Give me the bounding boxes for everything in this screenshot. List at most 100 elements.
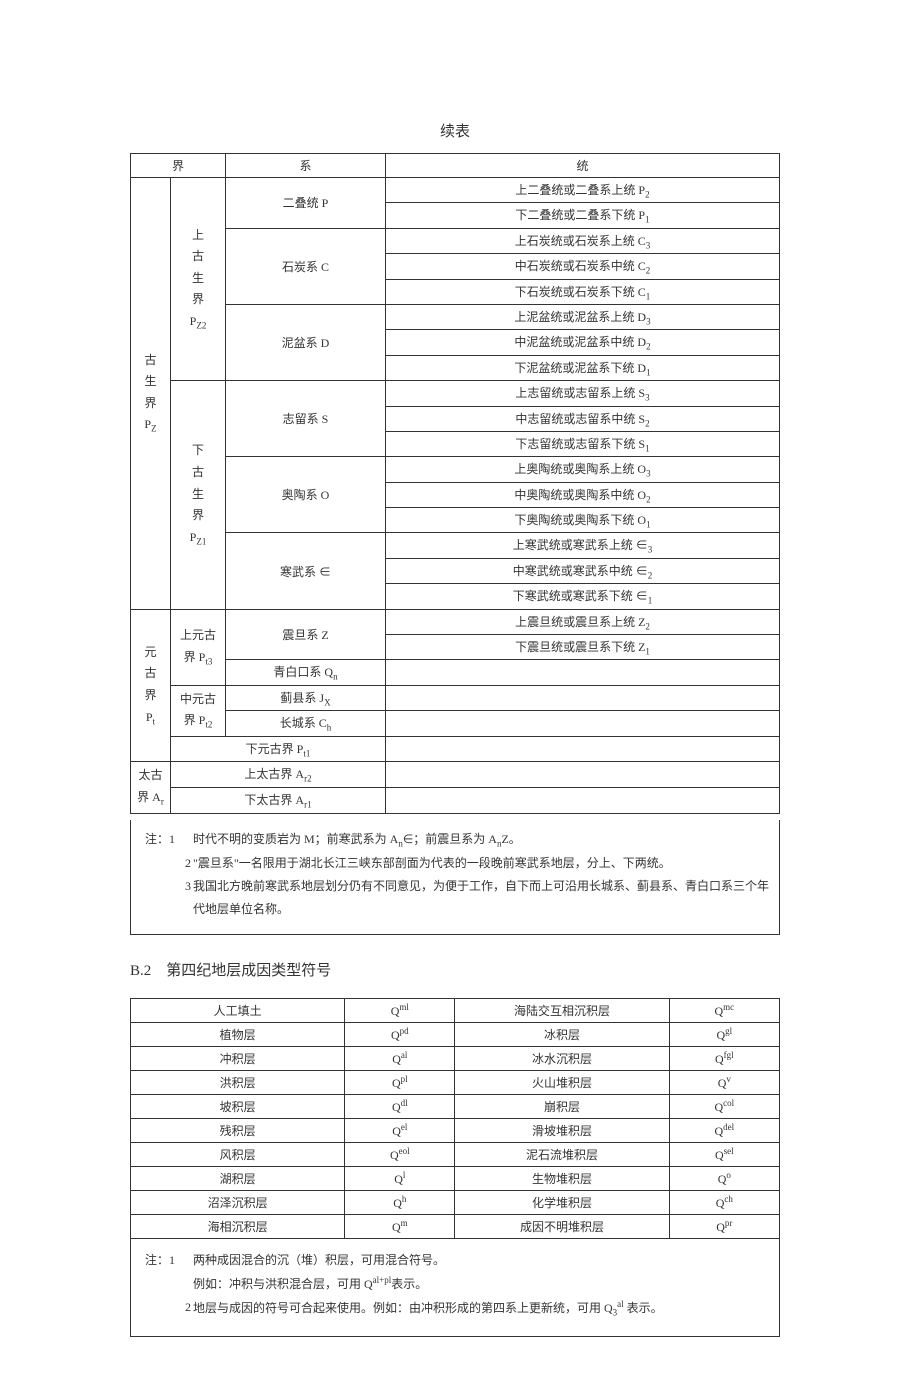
changcheng-system: 长城系 Ch: [226, 711, 386, 737]
table-cell: Qm: [345, 1215, 455, 1239]
t2-note1b: 例如：冲积与洪积混合层，可用 Qal+pl表示。: [193, 1272, 773, 1296]
archean-era: 太古界 Ar: [131, 762, 171, 813]
permian-lower: 下二叠统或二叠系下统 P1: [386, 203, 780, 228]
table-cell: 化学堆积层: [455, 1191, 669, 1215]
carbon-middle: 中石炭统或石炭系中统 C2: [386, 254, 780, 279]
table-cell: 冰积层: [455, 1023, 669, 1047]
table-cell: Qv: [669, 1071, 779, 1095]
t2-note1a: 两种成因混合的沉（堆）积层，可用混合符号。: [193, 1249, 773, 1272]
note2-label: 注：: [145, 1253, 169, 1267]
table-row: 人工填土Qml海陆交互相沉积层Qmc: [131, 999, 780, 1023]
sinian-system: 震旦系 Z: [226, 609, 386, 660]
table-cell: Qgl: [669, 1023, 779, 1047]
note-label: 注：: [145, 832, 169, 846]
table-cell: Qdl: [345, 1095, 455, 1119]
table-cell: 湖积层: [131, 1167, 345, 1191]
table-row: 残积层Qel滑坡堆积层Qdel: [131, 1119, 780, 1143]
table-cell: Qeol: [345, 1143, 455, 1167]
table-row: 沼泽沉积层Qh化学堆积层Qch: [131, 1191, 780, 1215]
table-cell: Qpd: [345, 1023, 455, 1047]
carbon-system: 石炭系 C: [226, 228, 386, 304]
ordo-middle: 中奥陶统或奥陶系中统 O2: [386, 482, 780, 507]
camb-lower: 下寒武统或寒武系下统 ∈1: [386, 584, 780, 609]
table-cell: Qcol: [669, 1095, 779, 1119]
table-cell: 沼泽沉积层: [131, 1191, 345, 1215]
sinian-upper: 上震旦统或震旦系上统 Z2: [386, 609, 780, 634]
lower-protero: 下元古界 Pt1: [171, 736, 386, 761]
devon-upper: 上泥盆统或泥盆系上统 D3: [386, 304, 780, 329]
t2-note1-idx: 1: [169, 1253, 175, 1267]
silur-middle: 中志留统或志留系中统 S2: [386, 406, 780, 431]
ordo-upper: 上奥陶统或奥陶系上统 O3: [386, 457, 780, 482]
continue-title: 续表: [130, 120, 780, 141]
table-cell: 生物堆积层: [455, 1167, 669, 1191]
jixian-system: 蓟县系 JX: [226, 685, 386, 711]
table-cell: 冲积层: [131, 1047, 345, 1071]
table-cell: 洪积层: [131, 1071, 345, 1095]
section-b2-title: B.2 第四纪地层成因类型符号: [130, 959, 780, 980]
table-cell: 泥石流堆积层: [455, 1143, 669, 1167]
head-jie: 界: [131, 154, 226, 178]
paleo-era: 古生界PZ: [131, 178, 171, 610]
table-cell: 海相沉积层: [131, 1215, 345, 1239]
table-cell: Qpl: [345, 1071, 455, 1095]
note1-text: 时代不明的变质岩为 M；前寒武系为 An∈；前震旦系为 AnZ。: [193, 828, 773, 852]
head-tong: 统: [386, 154, 780, 178]
table-cell: Qdel: [669, 1119, 779, 1143]
table-cell: 人工填土: [131, 999, 345, 1023]
table-cell: Qml: [345, 999, 455, 1023]
table-row: 洪积层Qpl火山堆积层Qv: [131, 1071, 780, 1095]
lower-archean-blank: [386, 787, 780, 813]
table-row: 湖积层Ql生物堆积层Qo: [131, 1167, 780, 1191]
table-cell: Qmc: [669, 999, 779, 1023]
table-row: 风积层Qeol泥石流堆积层Qsel: [131, 1143, 780, 1167]
table-cell: 植物层: [131, 1023, 345, 1047]
table-cell: Qal: [345, 1047, 455, 1071]
qingbaikou-system: 青白口系 Qn: [226, 660, 386, 685]
table-cell: Qpr: [669, 1215, 779, 1239]
table-cell: 坡积层: [131, 1095, 345, 1119]
permian-system: 二叠统 P: [226, 178, 386, 229]
table-cell: Qel: [345, 1119, 455, 1143]
table-row: 坡积层Qdl崩积层Qcol: [131, 1095, 780, 1119]
quaternary-table: 人工填土Qml海陆交互相沉积层Qmc植物层Qpd冰积层Qgl冲积层Qal冰水沉积…: [130, 998, 780, 1239]
upper-paleo: 上古生界PZ2: [171, 178, 226, 381]
note2-idx: 2: [185, 856, 191, 870]
upper-archean: 上太古界 Ar2: [171, 762, 386, 788]
permian-upper: 上二叠统或二叠系上统 P2: [386, 178, 780, 203]
lower-protero-blank: [386, 736, 780, 761]
table-cell: 风积层: [131, 1143, 345, 1167]
table-cell: 残积层: [131, 1119, 345, 1143]
lower-paleo: 下古生界PZ1: [171, 381, 226, 610]
table-cell: Qsel: [669, 1143, 779, 1167]
stratigraphy-table: 界 系 统 古生界PZ 上古生界PZ2 二叠统 P 上二叠统或二叠系上统 P2 …: [130, 153, 780, 814]
table-cell: 海陆交互相沉积层: [455, 999, 669, 1023]
carbon-upper: 上石炭统或石炭系上统 C3: [386, 228, 780, 253]
devon-system: 泥盆系 D: [226, 304, 386, 380]
table1-notes: 注：1 时代不明的变质岩为 M；前寒武系为 An∈；前震旦系为 AnZ。 2 "…: [130, 820, 780, 936]
sinian-lower: 下震旦统或震旦系下统 Z1: [386, 635, 780, 660]
table-cell: Qfgl: [669, 1047, 779, 1071]
table-row: 植物层Qpd冰积层Qgl: [131, 1023, 780, 1047]
note2-text: "震旦系"一名限用于湖北长江三峡东部剖面为代表的一段晚前寒武系地层，分上、下两统…: [193, 852, 773, 875]
upper-archean-blank: [386, 762, 780, 788]
silur-upper: 上志留统或志留系上统 S3: [386, 381, 780, 406]
table-cell: 崩积层: [455, 1095, 669, 1119]
protero-era: 元古界Pt: [131, 609, 171, 762]
table-cell: 冰水沉积层: [455, 1047, 669, 1071]
carbon-lower: 下石炭统或石炭系下统 C1: [386, 279, 780, 304]
table-cell: 成因不明堆积层: [455, 1215, 669, 1239]
ordo-system: 奥陶系 O: [226, 457, 386, 533]
lower-archean: 下太古界 Ar1: [171, 787, 386, 813]
camb-middle: 中寒武统或寒武系中统 ∈2: [386, 558, 780, 583]
table-row: 冲积层Qal冰水沉积层Qfgl: [131, 1047, 780, 1071]
table-cell: 滑坡堆积层: [455, 1119, 669, 1143]
table2-notes: 注：1 两种成因混合的沉（堆）积层，可用混合符号。 例如：冲积与洪积混合层，可用…: [130, 1239, 780, 1336]
t2-note2: 地层与成因的符号可合起来使用。例如：由冲积形成的第四系上更新统，可用 Q3al …: [193, 1296, 773, 1321]
qingbaikou-blank: [386, 660, 780, 685]
table-cell: Qo: [669, 1167, 779, 1191]
table-cell: Qch: [669, 1191, 779, 1215]
table-cell: Ql: [345, 1167, 455, 1191]
note3-text: 我国北方晚前寒武系地层划分仍有不同意见，为便于工作，自下而上可沿用长城系、蓟县系…: [193, 875, 773, 921]
table-cell: Qh: [345, 1191, 455, 1215]
